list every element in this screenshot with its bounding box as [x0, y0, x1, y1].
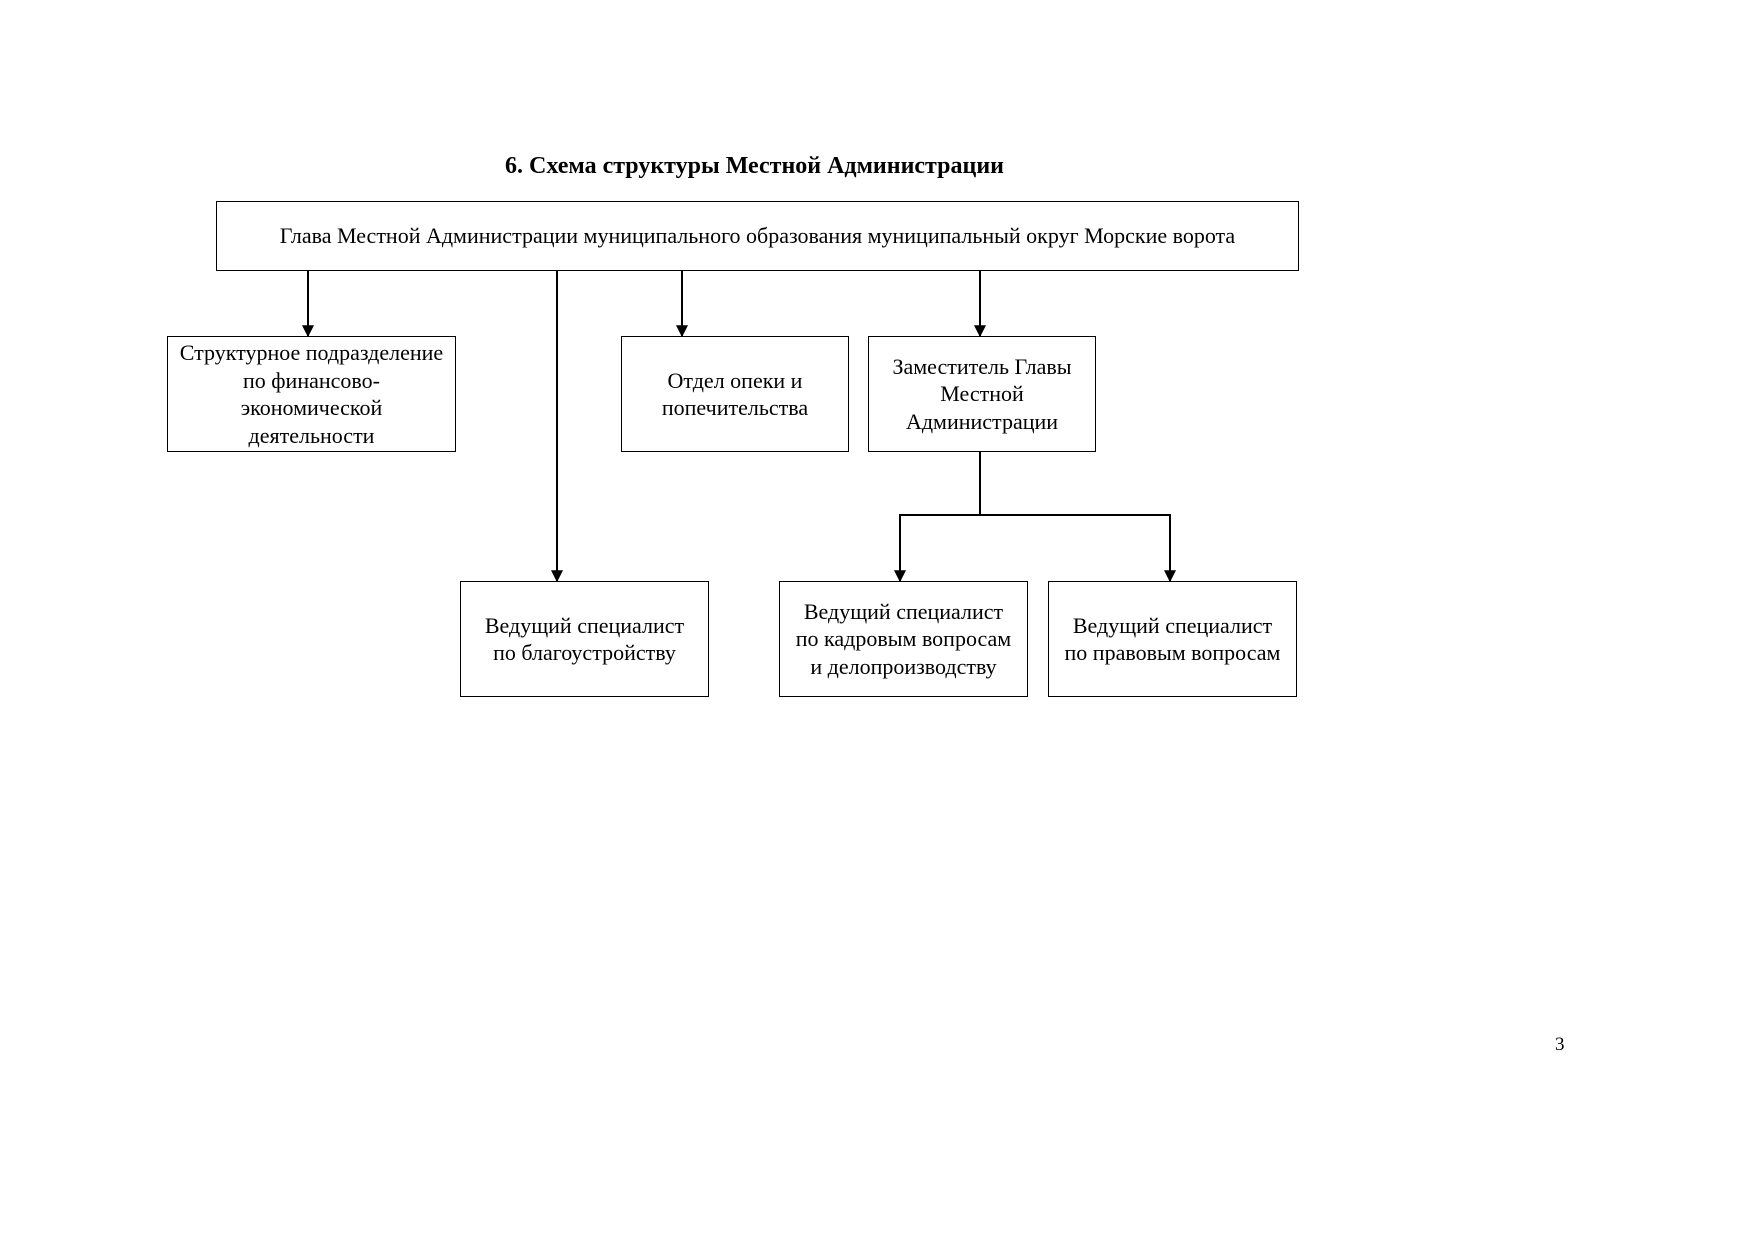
edge-deputy-to-kadry [900, 452, 980, 581]
org-node-finance: Структурное подразделение по финансово-э… [167, 336, 456, 452]
org-node-pravo: Ведущий специалист по правовым вопросам [1048, 581, 1297, 697]
org-node-deputy: Заместитель Главы Местной Администрации [868, 336, 1096, 452]
diagram-canvas: 6. Схема структуры Местной Администрации… [0, 0, 1754, 1240]
diagram-title: 6. Схема структуры Местной Администрации [505, 153, 1004, 180]
org-node-blag: Ведущий специалист по благоустройству [460, 581, 709, 697]
edge-deputy-to-pravo [980, 452, 1170, 581]
org-node-opeka: Отдел опеки и попечительства [621, 336, 849, 452]
org-node-kadry: Ведущий специалист по кадровым вопросам … [779, 581, 1028, 697]
page-number: 3 [1555, 1034, 1565, 1056]
org-node-head: Глава Местной Администрации муниципально… [216, 201, 1299, 271]
